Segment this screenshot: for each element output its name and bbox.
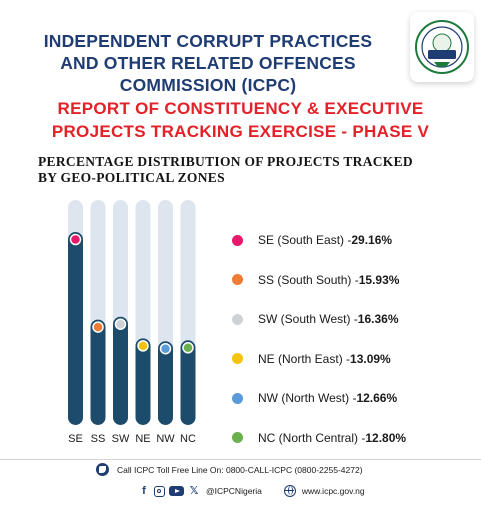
bar-sw: [113, 316, 128, 425]
social-handle[interactable]: @ICPCNigeria: [206, 486, 262, 496]
legend-value: 13.09%: [350, 351, 391, 366]
legend-item-nw: NW (North West) - 12.66%: [232, 389, 472, 407]
legend-swatch: [232, 274, 243, 285]
instagram-icon[interactable]: [154, 485, 165, 497]
legend-item-sw: SW (South West) - 16.36%: [232, 310, 472, 328]
toll-free-line: Call ICPC Toll Free Line On: 0800-CALL-I…: [96, 463, 363, 476]
legend-label: SS (South South) -: [258, 272, 359, 287]
globe-icon: [283, 485, 296, 497]
legend-label: NE (North East) -: [258, 351, 351, 366]
chart-title-line-1: PERCENTAGE DISTRIBUTION OF PROJECTS TRAC…: [38, 154, 413, 169]
legend-label: SW (South West) -: [258, 312, 358, 326]
bar-marker-nw: [159, 342, 172, 355]
legend-value: 12.66%: [356, 391, 398, 405]
x-tick-label: NE: [135, 433, 150, 445]
legend-swatch: [232, 234, 243, 246]
toll-free-text: Call ICPC Toll Free Line On: 0800-CALL-I…: [117, 464, 363, 475]
legend-value: 16.36%: [357, 312, 399, 326]
x-tick-label: SS: [91, 433, 106, 445]
x-tick-label: NC: [180, 433, 196, 445]
bar-nw: [158, 341, 173, 425]
bar-marker-se: [69, 233, 82, 246]
legend-item-ss: SS (South South) - 15.93%: [232, 271, 472, 289]
legend-item-nc: NC (North Central) - 12.80%: [232, 429, 472, 447]
legend-swatch: [232, 313, 243, 325]
legend-swatch: [232, 392, 243, 404]
legend-value: 15.93%: [358, 272, 400, 287]
chart-legend: SE (South East) - 29.16% SS (South South…: [232, 231, 472, 468]
legend-label: SE (South East) -: [258, 233, 352, 247]
legend-swatch: [232, 432, 243, 443]
x-tick-label: SW: [112, 433, 130, 445]
seal-icon: [415, 20, 469, 74]
icpc-logo: [410, 12, 474, 82]
bar-se: [68, 232, 83, 425]
bar-ss: [90, 319, 106, 425]
header-title: INDEPENDENT CORRUPT PRACTICES AND OTHER …: [43, 31, 373, 95]
report-title: REPORT OF CONSTITUENCY & EXECUTIVE PROJE…: [51, 99, 430, 141]
bar-chart: SE SS SW NE NW NC: [68, 200, 196, 445]
x-icon[interactable]: 𝕏: [189, 485, 199, 497]
bar-marker-ne: [137, 340, 149, 352]
bar-marker-nc: [182, 342, 194, 354]
chart-title: PERCENTAGE DISTRIBUTION OF PROJECTS TRAC…: [38, 154, 413, 186]
legend-label: NC (North Central) -: [258, 430, 366, 445]
bar-marker-ss: [92, 321, 104, 333]
legend-item-ne: NE (North East) - 13.09%: [232, 350, 472, 368]
youtube-icon[interactable]: [169, 486, 184, 496]
legend-value: 12.80%: [365, 430, 407, 445]
footer-divider: [0, 459, 481, 460]
chart-title-line-2: BY GEO-POLITICAL ZONES: [38, 170, 225, 185]
facebook-icon[interactable]: f: [142, 485, 146, 497]
bar-marker-sw: [114, 318, 127, 330]
legend-item-se: SE (South East) - 29.16%: [232, 231, 472, 249]
legend-label: NW (North West) -: [258, 391, 357, 405]
social-links: f 𝕏 @ICPCNigeria www.icpc.gov.ng: [138, 485, 365, 497]
legend-swatch: [232, 353, 243, 364]
bar-nc: [180, 340, 196, 425]
phone-icon: [96, 463, 109, 476]
website-link[interactable]: www.icpc.gov.ng: [301, 486, 365, 496]
bar-ne: [135, 338, 151, 425]
x-tick-label: NW: [156, 433, 175, 445]
x-tick-label: SE: [68, 433, 83, 445]
legend-value: 29.16%: [351, 233, 393, 247]
